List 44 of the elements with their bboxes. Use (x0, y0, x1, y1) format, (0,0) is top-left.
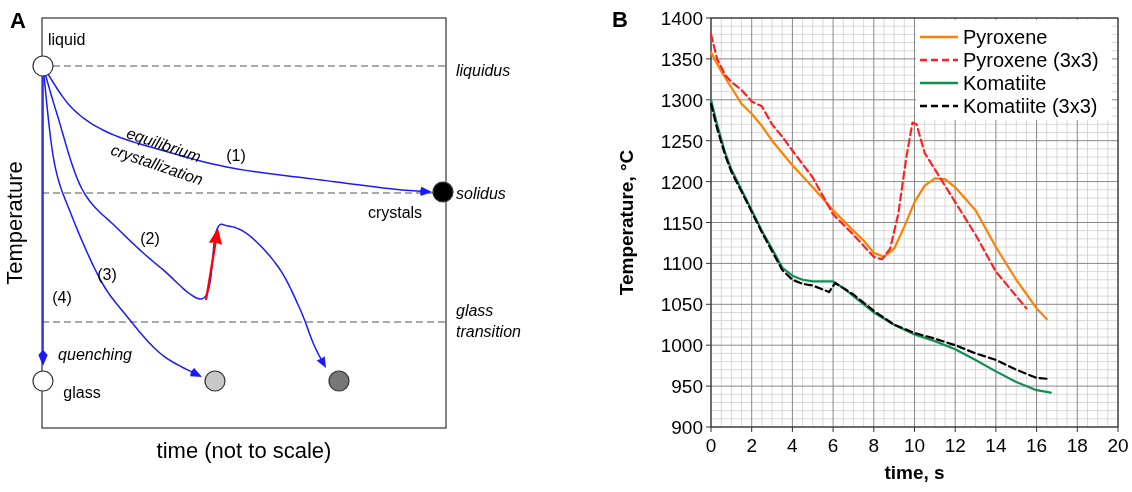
legend-label: Pyroxene (3x3) (963, 49, 1099, 71)
legend-label: Komatiite (3x3) (963, 95, 1098, 117)
y-axis-title: Temperature, °C (616, 149, 637, 296)
text: (1) (226, 147, 246, 164)
text: liquid (48, 31, 86, 48)
y-tick-label: 950 (671, 376, 703, 398)
text: A (10, 8, 26, 33)
y-tick-label: 1000 (660, 335, 703, 357)
text: crystals (367, 204, 423, 221)
text: solidus (456, 185, 506, 202)
x-tick-label: 4 (787, 435, 799, 456)
y-tick-label: 1050 (660, 294, 703, 316)
x-tick-label: 6 (827, 435, 839, 456)
text: liquidus (456, 62, 511, 79)
x-axis-title: time, s (884, 462, 945, 483)
x-tick-label: 2 (746, 435, 757, 456)
y-tick-label: 1350 (660, 48, 703, 70)
legend-label: Pyroxene (963, 26, 1048, 48)
x-tick-label: 0 (705, 435, 717, 456)
text: glass transition (456, 302, 522, 340)
x-tick-label: 12 (944, 435, 966, 456)
y-tick-label: 1150 (662, 212, 703, 234)
chart-title: B (612, 7, 628, 32)
y-tick-label: 1300 (660, 89, 703, 111)
x-tick-label: 16 (1026, 435, 1048, 456)
line-series (709, 51, 1048, 321)
text: time (not to scale) (156, 438, 332, 463)
y-tick-label: 1100 (662, 253, 703, 275)
y-tick-label: 1250 (660, 130, 703, 152)
text: Temperature (2, 161, 27, 285)
text: glass (63, 384, 101, 401)
y-tick-label: 1200 (660, 171, 703, 193)
legend-label: Komatiite (963, 72, 1047, 94)
y-tick-label: 1400 (660, 8, 703, 29)
x-tick-label: 8 (868, 435, 880, 456)
x-tick-label: 14 (985, 435, 1007, 456)
text: (2) (140, 230, 160, 247)
text: (3) (97, 266, 117, 283)
x-tick-label: 10 (903, 435, 926, 456)
x-tick-label: 20 (1107, 435, 1129, 456)
y-tick-label: 900 (671, 417, 703, 438)
text: quenching (58, 346, 133, 363)
x-tick-label: 18 (1066, 435, 1088, 456)
text: (4) (52, 289, 72, 306)
